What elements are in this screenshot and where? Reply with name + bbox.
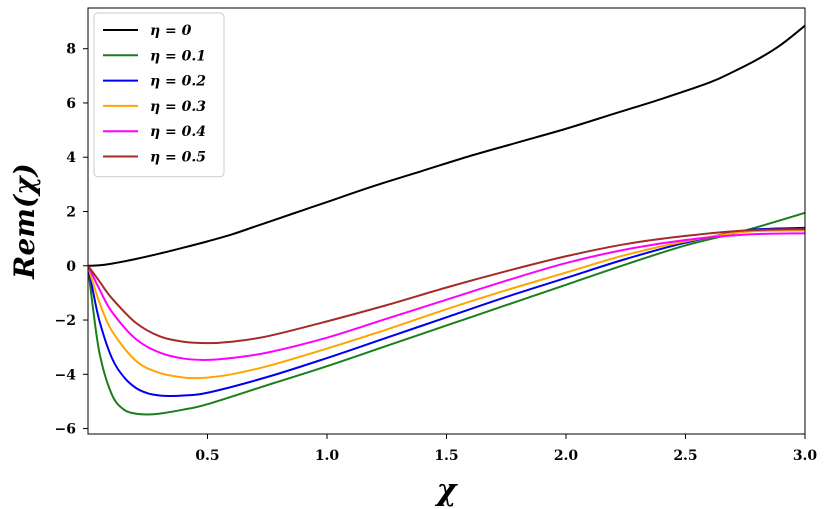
legend: η = 0 η = 0.1 η = 0.2 η = 0.3 η = 0.4 η = 0.5 bbox=[93, 12, 225, 178]
x-tick-label: 1.5 bbox=[434, 448, 458, 464]
y-axis: −6 −4 −2 0 2 4 6 8 bbox=[55, 42, 88, 438]
x-tick-label: 2.0 bbox=[554, 448, 579, 464]
y-tick-label: 8 bbox=[66, 42, 76, 58]
series-line-5 bbox=[88, 228, 805, 345]
y-axis-label: Rem(χ) bbox=[8, 163, 41, 280]
x-tick-label: 1.0 bbox=[315, 448, 340, 464]
legend-label: η = 0.1 bbox=[150, 48, 206, 64]
series-line-1 bbox=[88, 211, 805, 416]
y-tick-label: 6 bbox=[66, 96, 76, 112]
series-line-0 bbox=[88, 24, 805, 267]
series-line-3 bbox=[88, 229, 805, 380]
series-line-4 bbox=[88, 232, 805, 361]
legend-label: η = 0 bbox=[150, 23, 192, 39]
y-tick-label: −4 bbox=[55, 367, 77, 383]
x-axis-label: χ bbox=[435, 473, 459, 508]
y-tick-label: −6 bbox=[55, 422, 76, 438]
x-tick-label: 0.5 bbox=[195, 448, 219, 464]
x-tick-label: 2.5 bbox=[673, 448, 697, 464]
legend-label: η = 0.4 bbox=[150, 124, 206, 140]
y-tick-label: 4 bbox=[66, 150, 76, 166]
legend-box bbox=[93, 12, 225, 178]
legend-label: η = 0.5 bbox=[150, 150, 206, 166]
legend-label: η = 0.2 bbox=[150, 74, 206, 90]
x-axis: 0.5 1.0 1.5 2.0 2.5 3.0 bbox=[195, 434, 817, 464]
y-tick-label: 0 bbox=[66, 259, 76, 275]
legend-label: η = 0.3 bbox=[150, 99, 206, 115]
series-line-2 bbox=[88, 226, 805, 398]
series-layer bbox=[88, 24, 805, 416]
x-tick-label: 3.0 bbox=[793, 448, 818, 464]
y-tick-label: −2 bbox=[55, 313, 76, 329]
y-tick-label: 2 bbox=[66, 205, 76, 221]
